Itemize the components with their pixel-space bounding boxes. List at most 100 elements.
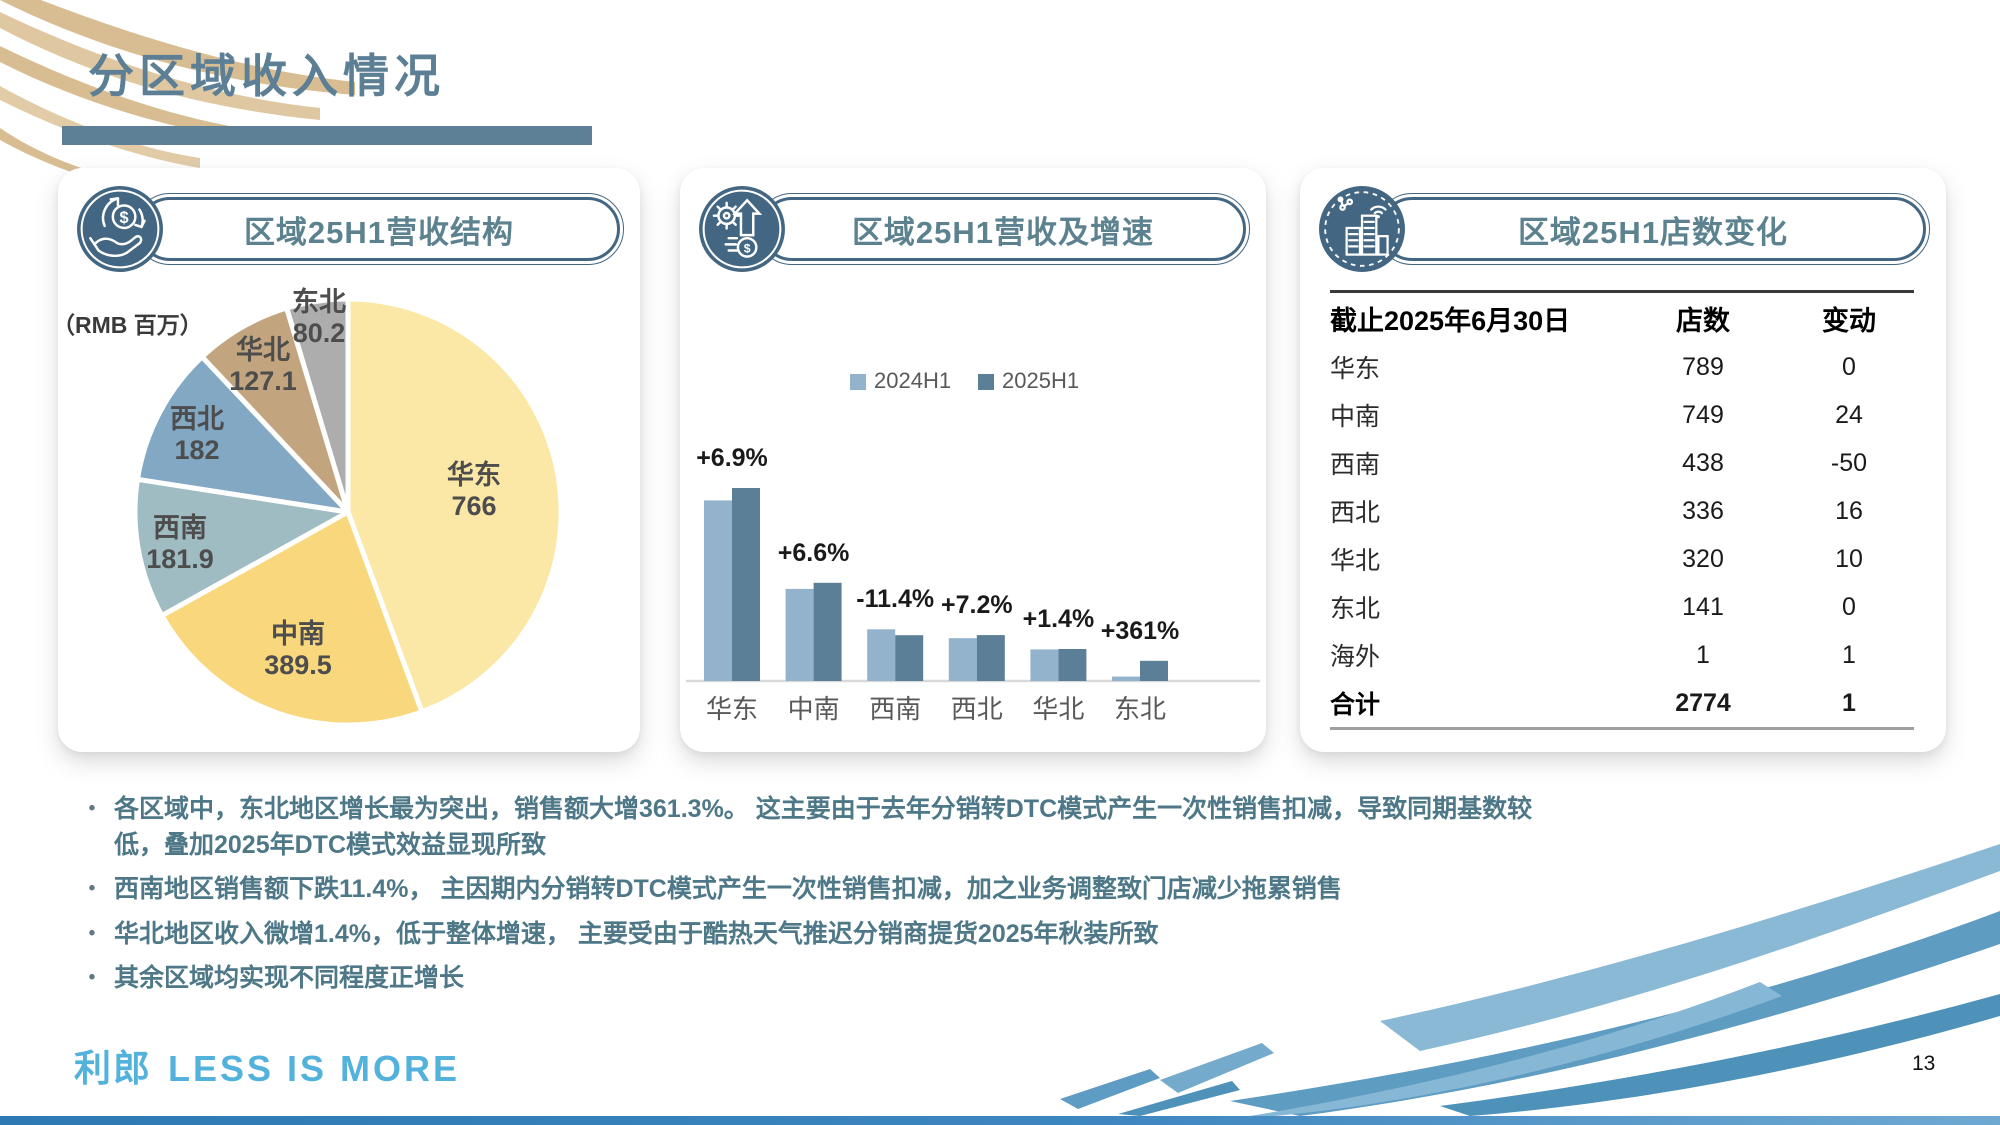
bar-panel-header: $ 区域25H1营收及增速 xyxy=(698,184,1250,274)
table-header-row: 截止2025年6月30日 店数 变动 xyxy=(1330,290,1914,343)
svg-text:181.9: 181.9 xyxy=(146,544,214,574)
growth-label-华北: +1.4% xyxy=(1023,605,1095,633)
svg-text:华东: 华东 xyxy=(447,459,501,490)
region-name: 东北 xyxy=(1330,595,1381,623)
value-cell: 320 xyxy=(1682,544,1724,573)
company-logo: 利郎 LESS IS MORE xyxy=(74,1038,460,1092)
value-cell: 141 xyxy=(1682,592,1724,621)
logo-latin-text: LESS IS MORE xyxy=(168,1048,461,1089)
svg-text:766: 766 xyxy=(451,491,496,521)
value-cell: -50 xyxy=(1830,448,1868,477)
bullet-item: • 各区域中，东北地区增长最为突出，销售额大增361.3%。 这主要由于去年分销转… xyxy=(70,792,1550,863)
logo-cjk-text: 利郎 xyxy=(74,1048,152,1089)
bullet-text: 其余区域均实现不同程度正增长 xyxy=(114,964,465,992)
bullet-marker: • xyxy=(88,798,96,819)
growth-label-东北: +361% xyxy=(1101,617,1180,645)
bullet-item: • 其余区域均实现不同程度正增长 xyxy=(70,961,1550,997)
value-cell: 0 xyxy=(1842,592,1856,621)
value-cell: 0 xyxy=(1842,352,1856,381)
bar-2024H1-西北 xyxy=(948,638,977,681)
growth-label-华东: +6.9% xyxy=(696,444,768,472)
money-cycle-icon: $ xyxy=(77,186,163,272)
value-cell: 1 xyxy=(1842,640,1856,669)
bar-2024H1-华北 xyxy=(1030,649,1059,681)
bullet-item: • 西南地区销售额下跌11.4%， 主因期内分销转DTC模式产生一次性销售扣减，加… xyxy=(70,872,1550,908)
store-network-icon xyxy=(1319,186,1405,272)
pie-slice-西南 xyxy=(132,476,351,619)
summary-bullet-list: • 各区域中，东北地区增长最为突出，销售额大增361.3%。 这主要由于去年分销转… xyxy=(70,792,1550,1006)
table-panel-title: 区域25H1店数变化 xyxy=(1517,214,1789,250)
svg-text:华北: 华北 xyxy=(236,334,290,365)
bullet-marker: • xyxy=(88,967,96,988)
category-label-华东: 华东 xyxy=(706,694,758,724)
region-name: 合计 xyxy=(1330,691,1381,719)
svg-text:东北: 东北 xyxy=(292,286,346,317)
region-name: 西北 xyxy=(1330,499,1381,527)
table-header-cell: 店数 xyxy=(1676,305,1730,336)
table-row-海外: 海外 1 1 xyxy=(1330,631,1914,679)
table-header-cell: 截止2025年6月30日 xyxy=(1330,305,1571,336)
table-row-西北: 西北 336 16 xyxy=(1330,487,1914,535)
region-name: 华北 xyxy=(1330,547,1381,575)
svg-text:2025H1: 2025H1 xyxy=(1002,368,1079,393)
bar-2025H1-华北 xyxy=(1058,649,1087,681)
bar-2025H1-西北 xyxy=(976,635,1005,681)
bullet-item: • 华北地区收入微增1.4%，低于整体增速， 主要受由于酷热天气推迟分销商提货20… xyxy=(70,917,1550,953)
svg-text:389.5: 389.5 xyxy=(264,650,332,680)
bullet-marker: • xyxy=(88,878,96,899)
svg-text:$: $ xyxy=(120,209,129,227)
bar-2024H1-中南 xyxy=(785,588,814,681)
value-cell: 16 xyxy=(1835,496,1863,525)
page-number: 13 xyxy=(1912,1052,1936,1075)
category-label-中南: 中南 xyxy=(788,694,840,724)
bar-2024H1-西南 xyxy=(867,629,896,681)
gear-growth-icon: $ xyxy=(699,186,785,272)
table-row-合计: 合计 2774 1 xyxy=(1330,679,1914,727)
category-label-华北: 华北 xyxy=(1032,694,1084,724)
revenue-growth-panel: $ 区域25H1营收及增速 2024H1 2025H1 +6.9% 华东 +6.6% 中南… xyxy=(680,168,1266,752)
revenue-structure-panel: $ 区域25H1营收结构 （RMB 百万） 华东 766 中南 389.5 西南 181.… xyxy=(52,168,640,752)
bullet-text: 西南地区销售额下跌11.4%， 主因期内分销转DTC模式产生一次性销售扣减，加之… xyxy=(114,875,1342,903)
pie-panel-header: $ 区域25H1营收结构 xyxy=(76,184,624,274)
value-cell: 749 xyxy=(1682,400,1724,429)
page-title: 分区域收入情况 xyxy=(88,50,445,102)
value-cell: 336 xyxy=(1682,496,1724,525)
value-cell: 789 xyxy=(1682,352,1724,381)
table-row-东北: 东北 141 0 xyxy=(1330,583,1914,631)
value-cell: 1 xyxy=(1842,688,1856,717)
bar-2024H1-东北 xyxy=(1112,676,1140,681)
bullet-marker: • xyxy=(88,922,96,944)
table-row-华东: 华东 789 0 xyxy=(1330,343,1914,391)
store-count-panel: 区域25H1店数变化 截止2025年6月30日 店数 变动 华东 789 0 中南 749 24… xyxy=(1300,168,1946,752)
table-row-西南: 西南 438 -50 xyxy=(1330,439,1914,487)
growth-label-西南: -11.4% xyxy=(856,585,934,613)
table-row-中南: 中南 749 24 xyxy=(1330,391,1914,439)
pie-unit-label: （RMB 百万） xyxy=(52,312,203,338)
store-count-table: 截止2025年6月30日 店数 变动 华东 789 0 中南 749 24 西南 438 -50 西北 3… xyxy=(1330,290,1914,730)
bullet-text: 华北地区收入微增1.4%，低于整体增速， 主要受由于酷热天气推迟分销商提货202… xyxy=(114,919,1159,948)
svg-text:中南: 中南 xyxy=(271,619,325,649)
pie-slice-华东 xyxy=(345,296,564,715)
bar-2025H1-中南 xyxy=(813,582,842,681)
bar-panel-title-pill: 区域25H1营收及增速 xyxy=(756,193,1250,265)
region-name: 华东 xyxy=(1330,355,1381,383)
pie-panel-title-pill: 区域25H1营收结构 xyxy=(134,193,624,265)
table-panel-title-pill: 区域25H1店数变化 xyxy=(1376,193,1930,265)
svg-text:80.2: 80.2 xyxy=(293,318,346,348)
svg-text:$: $ xyxy=(744,242,751,256)
bottom-accent-bar xyxy=(0,1116,2000,1125)
svg-text:西南: 西南 xyxy=(153,513,207,543)
value-cell: 1 xyxy=(1696,640,1710,669)
svg-text:西北: 西北 xyxy=(170,404,224,434)
category-label-西南: 西南 xyxy=(869,694,921,724)
pie-slice-西北 xyxy=(135,354,351,515)
svg-text:127.1: 127.1 xyxy=(229,366,297,396)
value-cell: 2774 xyxy=(1675,688,1731,717)
